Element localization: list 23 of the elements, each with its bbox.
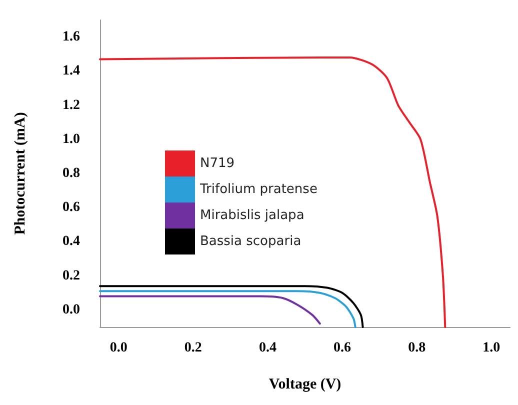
y-tick-label: 0.4 bbox=[62, 234, 80, 250]
x-tick-label: 0.8 bbox=[408, 340, 426, 356]
y-tick-label: 0.0 bbox=[62, 302, 80, 318]
legend-label: Mirabislis jalapa bbox=[200, 208, 304, 223]
y-tick-label: 1.2 bbox=[62, 98, 80, 113]
x-axis-title: Voltage (V) bbox=[268, 376, 342, 392]
y-axis-title: Photocurrent (mA) bbox=[12, 112, 28, 235]
x-tick-label: 0.4 bbox=[258, 340, 276, 356]
x-tick-label: 1.0 bbox=[482, 340, 500, 356]
y-tick-label: 0.6 bbox=[62, 200, 80, 216]
line-series bbox=[99, 56, 446, 328]
y-tick-label: 1.0 bbox=[62, 132, 80, 147]
line-series bbox=[99, 295, 321, 325]
y-tick-label: 1.6 bbox=[62, 30, 80, 45]
y-tick-label: 1.4 bbox=[62, 64, 80, 79]
x-tick-label: 0.6 bbox=[334, 340, 352, 356]
x-tick-label: 0.2 bbox=[184, 340, 202, 356]
legend-label: Bassia scoparia bbox=[200, 234, 302, 249]
x-tick-label: 0.0 bbox=[110, 340, 128, 356]
legend-label: Trifolium pratense bbox=[199, 182, 318, 197]
y-tick-label: 0.2 bbox=[62, 268, 80, 284]
legend-label: N719 bbox=[200, 156, 235, 171]
y-tick-label: 0.8 bbox=[62, 166, 80, 181]
